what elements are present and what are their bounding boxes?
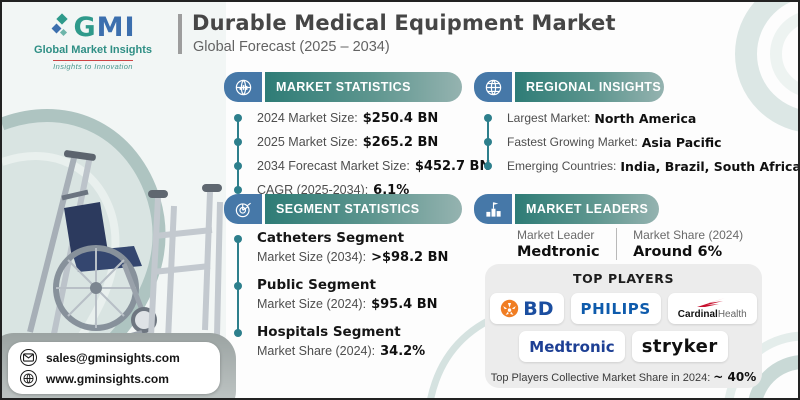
stat-row: CAGR (2025-2034): 6.1% [234,178,462,202]
section-market-statistics-header: MARKET STATISTICS [224,72,462,102]
top-players-title: TOP PLAYERS [572,271,675,286]
section-heading: MARKET LEADERS [515,194,659,224]
brand-name: Global Market Insights [34,44,152,56]
brand-tagline: Insights to Innovation [53,60,133,71]
website-globe-icon [20,370,37,387]
bullet-dot [484,162,492,170]
stat-row: Emerging Countries: India, Brazil, South… [484,154,798,178]
market-leader-block: Market Leader Medtronic [517,228,600,260]
page-subtitle: Global Forecast (2025 – 2034) [193,39,390,55]
globe-icon [474,72,512,102]
bullet-dot [234,114,242,122]
logo-cardinal-health: CardinalHealth [667,293,757,324]
page-title: Durable Medical Equipment Market [192,11,616,35]
bullet-track [237,240,239,332]
top-players-box: TOP PLAYERS BD PHILIPS CardinalHealth [485,264,762,388]
medical-equipment-image [27,150,223,341]
bullet-dot [234,162,242,170]
section-market-leaders-header: MARKET LEADERS [474,194,659,224]
title-accent-bar [178,14,182,54]
regional-insights-list: Largest Market: North America Fastest Gr… [484,106,798,178]
bullet-dot [234,138,242,146]
contact-website-link[interactable]: www.gminsights.com [20,368,220,389]
market-statistics-list: 2024 Market Size: $250.4 BN 2025 Market … [234,106,490,202]
bullet-dot [484,114,492,122]
globe-chart-icon [224,72,262,102]
segment-row: Public Segment Market Size (2024): $95.4 … [234,277,462,313]
contact-email-link[interactable]: sales@gminsights.com [20,347,220,368]
pie-chart-magnifier-icon [224,194,262,224]
stat-row: 2034 Forecast Market Size: $452.7 BN [234,154,490,178]
segment-row: Hospitals Segment Market Share (2024): 34… [234,324,462,360]
top-players-footer: Top Players Collective Market Share in 2… [490,370,757,384]
gmi-diamonds-icon [52,12,69,36]
bullet-dot [484,138,492,146]
bullet-dot [234,235,242,243]
logo-medtronic: Medtronic [519,331,625,362]
stat-row: Fastest Growing Market: Asia Pacific [484,130,798,154]
stat-row: 2025 Market Size: $265.2 BN [234,130,462,154]
market-share-block: Market Share (2024) Around 6% [633,228,744,260]
section-heading: MARKET STATISTICS [265,72,462,102]
stat-row: Largest Market: North America [484,106,798,130]
section-heading: REGIONAL INSIGHTS [515,72,664,102]
bd-sunburst-icon [501,299,519,318]
logo-stryker: stryker [631,331,728,362]
logo-philips: PHILIPS [570,293,661,324]
bullet-dot [234,329,242,337]
segment-row: Catheters Segment Market Size (2034): >$9… [234,230,462,266]
gmi-logo: GMI Global Market Insights Insights to I… [18,12,168,74]
contact-card: sales@gminsights.com www.gminsights.com [8,342,220,394]
bullet-track [237,116,239,192]
vertical-divider [615,228,618,260]
logo-bd: BD [490,293,564,324]
section-regional-insights-header: REGIONAL INSIGHTS [474,72,664,102]
cardinal-wing-icon [697,298,726,307]
market-leader-stats: Market Leader Medtronic Market Share (20… [517,228,743,260]
section-segment-statistics-header: SEGMENT STATISTICS [224,194,462,224]
bullet-dot [234,186,242,194]
email-icon [20,349,37,366]
section-heading: SEGMENT STATISTICS [265,194,462,224]
podium-flag-icon [474,194,512,224]
stat-row: 2024 Market Size: $250.4 BN [234,106,462,130]
segment-statistics-list: Catheters Segment Market Size (2034): >$9… [234,230,462,371]
logo-wordmark: GMI [73,12,136,43]
